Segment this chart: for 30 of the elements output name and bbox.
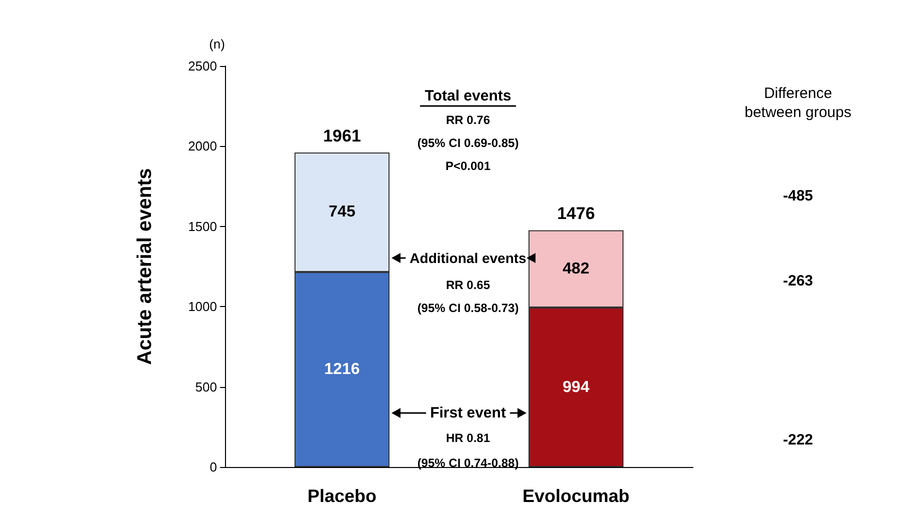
data-label: 745 [328, 204, 356, 221]
data-label: 994 [562, 378, 590, 396]
annotation: First event [430, 404, 506, 422]
annotation: RR 0.65 [446, 278, 490, 292]
annotation: RR 0.76 [446, 113, 490, 127]
annotation: Additional events [410, 250, 527, 266]
annotation: (95% CI 0.69-0.85) [417, 136, 519, 150]
text: -263 [782, 272, 814, 290]
y-tick-label: 0 [210, 460, 217, 474]
annotation: P<0.001 [445, 159, 491, 173]
data-label: 482 [562, 260, 590, 278]
y-tick-label: 1500 [188, 218, 217, 234]
x-tick-label: Evolocumab [522, 486, 630, 506]
total-label: 1961 [323, 126, 361, 146]
annotation: Total events [424, 88, 512, 104]
x-tick-label: Placebo [307, 486, 377, 506]
text: -222 [782, 432, 814, 448]
data-label: 1216 [324, 360, 360, 378]
total-label: 1476 [557, 204, 595, 224]
y-axis-title: Acute arterial events [134, 168, 156, 365]
y-tick-label: 2000 [188, 138, 217, 154]
annotation: (95% CI 0.74-0.88) [417, 456, 519, 470]
text: (n) [209, 36, 225, 52]
annotation: (95% CI 0.58-0.73) [417, 301, 519, 315]
text: Difference between groups [744, 85, 852, 121]
y-tick-label: 500 [195, 379, 217, 394]
y-tick-label: 1000 [188, 299, 217, 314]
y-tick-label: 2500 [188, 58, 217, 74]
text: -485 [782, 188, 814, 204]
annotation: HR 0.81 [446, 431, 490, 445]
